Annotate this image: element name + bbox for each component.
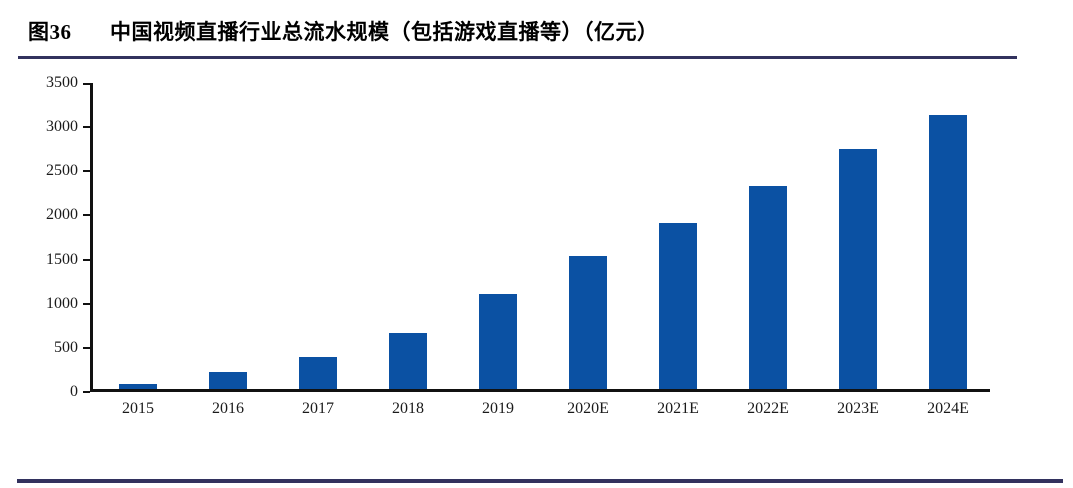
bar-2019 (479, 293, 517, 389)
x-axis-tick-label: 2016 (212, 400, 244, 417)
bar-2021E (659, 223, 697, 389)
y-axis-tick-label: 1500 (46, 250, 78, 268)
bar-2017 (299, 357, 337, 389)
y-axis-tick (83, 302, 90, 305)
title-underline-rule (18, 56, 1017, 59)
y-axis-tick (83, 346, 90, 349)
y-axis-tick-label: 2000 (46, 206, 78, 224)
x-axis-tick-label: 2017 (302, 400, 334, 417)
x-axis-tick-label: 2020E (567, 400, 609, 417)
bar-2023E (839, 148, 877, 389)
x-axis-tick-label: 2018 (392, 400, 424, 417)
y-axis-tick (83, 126, 90, 129)
y-axis-tick (83, 214, 90, 217)
bar-2020E (569, 255, 607, 389)
x-axis-tick-label: 2024E (927, 400, 969, 417)
y-axis-tick-label: 3000 (46, 118, 78, 136)
figure-bottom-rule (17, 479, 1063, 483)
y-axis-tick-label: 2500 (46, 162, 78, 180)
x-axis-tick-label: 2019 (482, 400, 514, 417)
x-axis-tick-label: 2023E (837, 400, 879, 417)
x-axis-tick-label: 2022E (747, 400, 789, 417)
bar-2024E (929, 115, 967, 389)
bar-2018 (389, 332, 427, 389)
y-axis-tick (83, 258, 90, 261)
y-axis-tick (83, 83, 90, 85)
x-axis-tick-label: 2021E (657, 400, 699, 417)
bar-2015 (119, 384, 157, 389)
figure-number-label: 图36 (28, 20, 72, 44)
y-axis-tick (83, 170, 90, 173)
y-axis-tick-label: 0 (70, 383, 78, 400)
y-axis-tick-label: 3500 (46, 74, 78, 91)
y-axis-tick-label: 500 (54, 338, 78, 356)
x-axis-tick-label: 2015 (122, 400, 154, 417)
bar-2022E (749, 185, 787, 389)
bar-2016 (209, 372, 247, 389)
plot-area: 0 500 1000 1500 2000 2500 3000 3500 2015 2016 2017… (46, 74, 990, 417)
y-axis-tick-label: 1000 (46, 294, 78, 312)
y-axis-tick (83, 391, 90, 393)
figure-title: 中国视频直播行业总流水规模（包括游戏直播等）（亿元） (110, 20, 659, 44)
